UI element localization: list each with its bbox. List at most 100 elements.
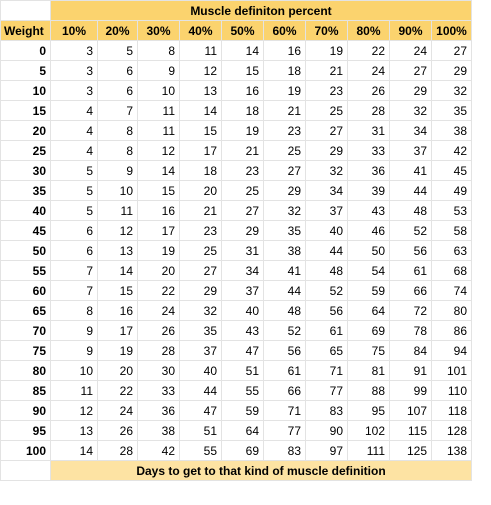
days-cell[interactable]: 42 xyxy=(137,440,180,461)
days-cell[interactable]: 138 xyxy=(431,440,472,461)
days-cell[interactable]: 3 xyxy=(50,80,98,101)
days-cell[interactable]: 9 xyxy=(50,320,98,341)
days-cell[interactable]: 118 xyxy=(431,400,472,421)
days-cell[interactable]: 71 xyxy=(305,360,348,381)
days-cell[interactable]: 3 xyxy=(50,60,98,81)
days-cell[interactable]: 61 xyxy=(389,260,432,281)
days-cell[interactable]: 59 xyxy=(221,400,264,421)
days-cell[interactable]: 61 xyxy=(263,360,306,381)
days-cell[interactable]: 9 xyxy=(97,160,138,181)
days-cell[interactable]: 53 xyxy=(431,200,472,221)
days-cell[interactable]: 29 xyxy=(221,220,264,241)
column-header[interactable]: 10% xyxy=(50,20,98,41)
days-cell[interactable]: 7 xyxy=(50,280,98,301)
days-cell[interactable]: 22 xyxy=(97,380,138,401)
days-cell[interactable]: 44 xyxy=(389,180,432,201)
days-cell[interactable]: 17 xyxy=(97,320,138,341)
weight-cell[interactable]: 30 xyxy=(0,160,51,181)
days-cell[interactable]: 34 xyxy=(305,180,348,201)
days-cell[interactable]: 32 xyxy=(431,80,472,101)
days-cell[interactable]: 29 xyxy=(179,280,222,301)
weight-cell[interactable]: 20 xyxy=(0,120,51,141)
days-cell[interactable]: 25 xyxy=(305,100,348,121)
days-cell[interactable]: 47 xyxy=(221,340,264,361)
days-cell[interactable]: 12 xyxy=(179,60,222,81)
days-cell[interactable]: 18 xyxy=(179,160,222,181)
days-cell[interactable]: 16 xyxy=(137,200,180,221)
column-header[interactable]: 40% xyxy=(179,20,222,41)
footer-blank-cell[interactable] xyxy=(0,460,51,481)
column-header[interactable]: 60% xyxy=(263,20,306,41)
days-cell[interactable]: 69 xyxy=(221,440,264,461)
days-cell[interactable]: 5 xyxy=(50,180,98,201)
days-cell[interactable]: 37 xyxy=(221,280,264,301)
days-cell[interactable]: 29 xyxy=(305,140,348,161)
days-cell[interactable]: 59 xyxy=(347,280,390,301)
days-cell[interactable]: 75 xyxy=(347,340,390,361)
days-cell[interactable]: 83 xyxy=(263,440,306,461)
days-cell[interactable]: 7 xyxy=(50,260,98,281)
days-cell[interactable]: 8 xyxy=(97,120,138,141)
days-cell[interactable]: 45 xyxy=(431,160,472,181)
days-cell[interactable]: 102 xyxy=(347,420,390,441)
days-cell[interactable]: 58 xyxy=(431,220,472,241)
weight-cell[interactable]: 0 xyxy=(0,40,51,61)
days-cell[interactable]: 48 xyxy=(389,200,432,221)
weight-cell[interactable]: 80 xyxy=(0,360,51,381)
days-cell[interactable]: 44 xyxy=(179,380,222,401)
column-header[interactable]: 80% xyxy=(347,20,390,41)
days-cell[interactable]: 36 xyxy=(137,400,180,421)
days-cell[interactable]: 40 xyxy=(179,360,222,381)
days-cell[interactable]: 52 xyxy=(263,320,306,341)
days-cell[interactable]: 81 xyxy=(347,360,390,381)
days-cell[interactable]: 21 xyxy=(179,200,222,221)
days-cell[interactable]: 5 xyxy=(50,200,98,221)
days-cell[interactable]: 61 xyxy=(305,320,348,341)
days-cell[interactable]: 18 xyxy=(263,60,306,81)
days-cell[interactable]: 38 xyxy=(263,240,306,261)
days-cell[interactable]: 32 xyxy=(305,160,348,181)
days-cell[interactable]: 24 xyxy=(137,300,180,321)
days-cell[interactable]: 77 xyxy=(305,380,348,401)
weight-cell[interactable]: 60 xyxy=(0,280,51,301)
days-cell[interactable]: 23 xyxy=(221,160,264,181)
days-cell[interactable]: 72 xyxy=(389,300,432,321)
days-cell[interactable]: 41 xyxy=(389,160,432,181)
days-cell[interactable]: 11 xyxy=(50,380,98,401)
days-cell[interactable]: 6 xyxy=(50,220,98,241)
days-cell[interactable]: 5 xyxy=(50,160,98,181)
days-cell[interactable]: 23 xyxy=(263,120,306,141)
days-cell[interactable]: 51 xyxy=(221,360,264,381)
days-cell[interactable]: 24 xyxy=(389,40,432,61)
weight-cell[interactable]: 25 xyxy=(0,140,51,161)
days-cell[interactable]: 46 xyxy=(347,220,390,241)
days-cell[interactable]: 39 xyxy=(347,180,390,201)
days-cell[interactable]: 3 xyxy=(50,40,98,61)
days-cell[interactable]: 25 xyxy=(263,140,306,161)
days-cell[interactable]: 90 xyxy=(305,420,348,441)
days-cell[interactable]: 32 xyxy=(263,200,306,221)
days-cell[interactable]: 77 xyxy=(263,420,306,441)
days-cell[interactable]: 13 xyxy=(50,420,98,441)
days-cell[interactable]: 8 xyxy=(50,300,98,321)
days-cell[interactable]: 29 xyxy=(389,80,432,101)
days-cell[interactable]: 19 xyxy=(263,80,306,101)
days-cell[interactable]: 33 xyxy=(137,380,180,401)
days-cell[interactable]: 13 xyxy=(179,80,222,101)
days-cell[interactable]: 37 xyxy=(179,340,222,361)
days-cell[interactable]: 41 xyxy=(263,260,306,281)
days-cell[interactable]: 101 xyxy=(431,360,472,381)
days-cell[interactable]: 19 xyxy=(137,240,180,261)
days-cell[interactable]: 51 xyxy=(179,420,222,441)
days-cell[interactable]: 74 xyxy=(431,280,472,301)
days-cell[interactable]: 99 xyxy=(389,380,432,401)
days-cell[interactable]: 19 xyxy=(97,340,138,361)
days-cell[interactable]: 26 xyxy=(97,420,138,441)
days-cell[interactable]: 36 xyxy=(347,160,390,181)
days-cell[interactable]: 56 xyxy=(389,240,432,261)
days-cell[interactable]: 27 xyxy=(179,260,222,281)
days-cell[interactable]: 27 xyxy=(263,160,306,181)
days-cell[interactable]: 16 xyxy=(263,40,306,61)
days-cell[interactable]: 44 xyxy=(263,280,306,301)
days-cell[interactable]: 9 xyxy=(50,340,98,361)
